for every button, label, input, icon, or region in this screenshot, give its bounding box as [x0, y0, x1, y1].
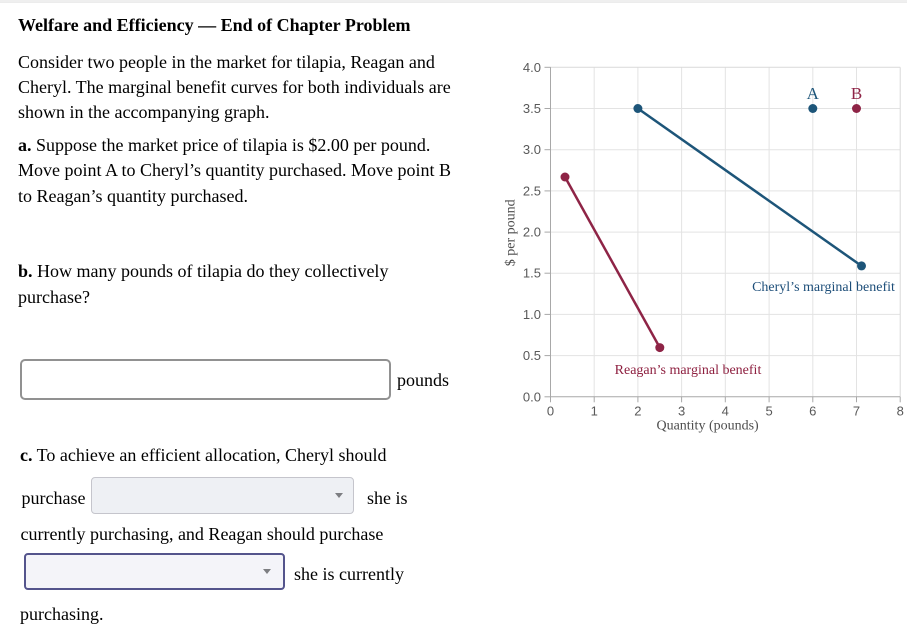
svg-text:3.0: 3.0 — [523, 142, 541, 157]
svg-text:2.5: 2.5 — [523, 183, 541, 198]
svg-text:7: 7 — [853, 404, 860, 419]
svg-text:3: 3 — [678, 404, 685, 419]
svg-text:0.5: 0.5 — [523, 348, 541, 363]
svg-text:1.0: 1.0 — [523, 307, 541, 322]
svg-text:8: 8 — [897, 404, 904, 419]
svg-text:A: A — [807, 84, 820, 103]
svg-text:3.5: 3.5 — [523, 101, 541, 116]
svg-text:Quantity (pounds): Quantity (pounds) — [656, 419, 759, 434]
svg-text:4.0: 4.0 — [523, 60, 541, 75]
svg-text:0: 0 — [547, 404, 554, 419]
svg-text:1.5: 1.5 — [523, 266, 541, 281]
svg-text:Reagan’s marginal benefit: Reagan’s marginal benefit — [615, 363, 762, 378]
svg-text:6: 6 — [809, 404, 816, 419]
svg-text:$ per pound: $ per pound — [504, 199, 519, 266]
svg-text:B: B — [851, 84, 862, 103]
svg-text:5: 5 — [765, 404, 772, 419]
svg-text:1: 1 — [591, 404, 598, 419]
svg-text:0.0: 0.0 — [523, 389, 541, 404]
svg-text:2: 2 — [634, 404, 641, 419]
svg-text:2.0: 2.0 — [523, 225, 541, 240]
svg-text:Cheryl’s marginal benefit: Cheryl’s marginal benefit — [752, 280, 895, 295]
svg-text:4: 4 — [722, 404, 729, 419]
